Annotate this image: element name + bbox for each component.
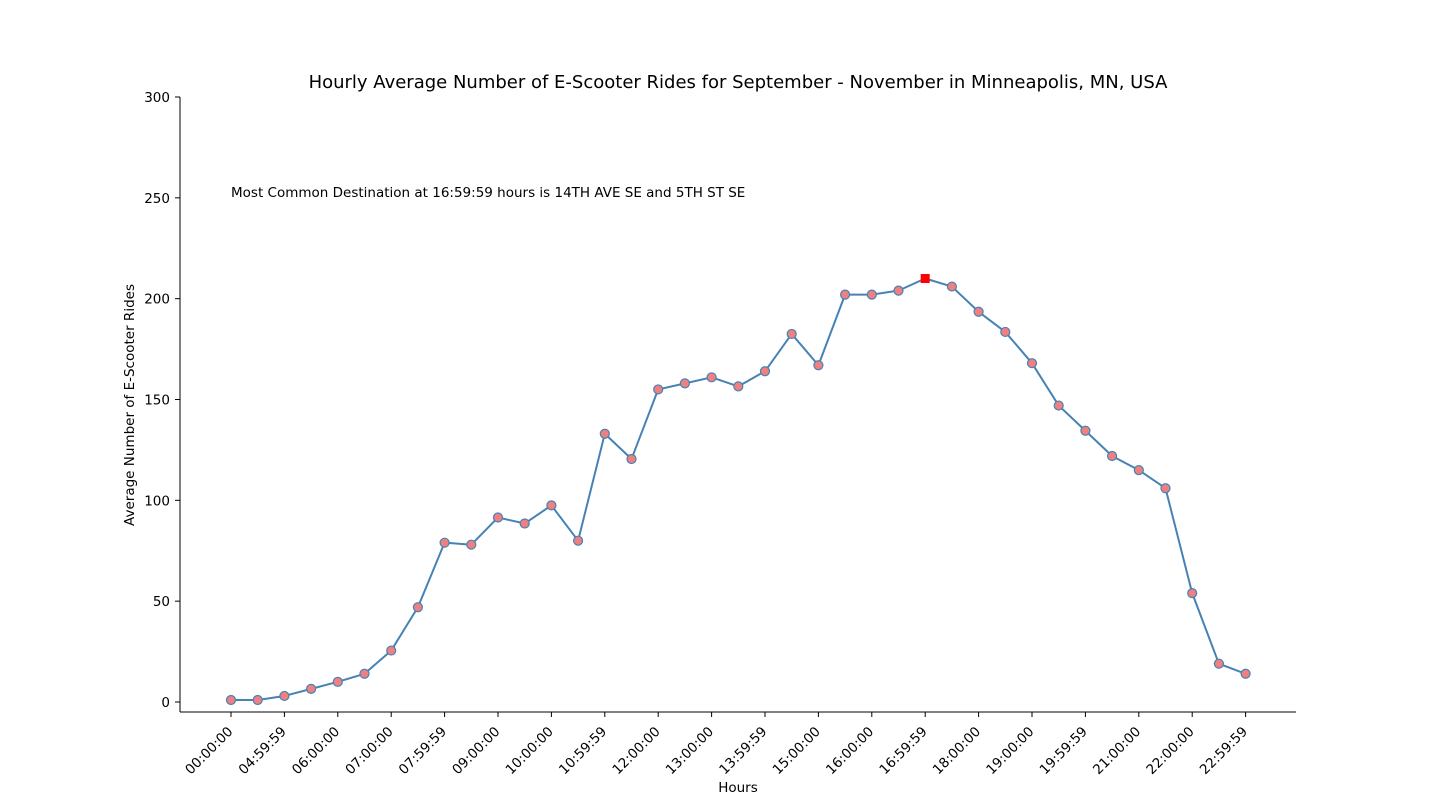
data-point: [466, 539, 477, 550]
x-tick-label: 07:59:59: [396, 724, 450, 778]
x-tick-label: 15:00:00: [770, 724, 824, 778]
data-point: [653, 384, 664, 395]
data-point: [813, 360, 824, 371]
y-axis-label: Average Number of E-Scooter Rides: [122, 284, 138, 526]
data-point: [759, 366, 771, 377]
y-tick-label: 100: [144, 493, 170, 509]
data-point: [279, 690, 290, 702]
x-axis-label: Hours: [718, 780, 758, 796]
x-tick-label: 13:59:59: [716, 724, 770, 778]
data-point: [1133, 464, 1144, 476]
data-point: [332, 676, 343, 687]
x-tick-label: 10:59:59: [556, 724, 610, 778]
data-point: [1053, 400, 1064, 411]
x-tick-label: 18:00:00: [930, 724, 984, 778]
data-point: [1160, 483, 1171, 494]
data-point: [973, 306, 984, 317]
y-tick-label: 150: [144, 393, 170, 409]
data-point: [626, 453, 637, 465]
data-point: [492, 512, 504, 523]
x-tick-label: 16:00:00: [823, 724, 877, 778]
y-tick-label: 50: [153, 594, 170, 610]
data-point: [599, 428, 610, 439]
x-tick-label: 22:59:59: [1197, 724, 1251, 778]
x-tick-label: 13:00:00: [663, 724, 717, 778]
data-point: [839, 289, 851, 300]
data-point: [679, 378, 691, 389]
x-tick-label: 16:59:59: [876, 724, 930, 778]
data-point: [252, 694, 263, 706]
x-tick-label: 10:00:00: [503, 724, 557, 778]
x-tick-label: 07:00:00: [342, 724, 396, 778]
data-point: [1240, 668, 1251, 679]
data-point: [439, 537, 450, 548]
peak-marker: [920, 274, 930, 283]
data-point: [1213, 658, 1225, 669]
data-point: [786, 328, 797, 340]
data-point: [572, 535, 584, 546]
y-tick-label: 0: [161, 695, 170, 711]
y-tick-label: 300: [144, 90, 170, 106]
chart-annotation: Most Common Destination at 16:59:59 hour…: [231, 185, 745, 201]
data-point: [359, 668, 370, 679]
x-tick-label: 21:00:00: [1090, 724, 1144, 778]
data-point: [1000, 326, 1011, 338]
x-tick-label: 09:00:00: [449, 724, 503, 778]
y-tick-label: 250: [144, 191, 170, 207]
data-point: [706, 372, 717, 383]
series-line: [231, 277, 1246, 701]
data-point: [893, 285, 904, 296]
x-tick-label: 06:00:00: [289, 724, 343, 778]
data-point: [546, 500, 557, 511]
y-tick-label: 200: [144, 292, 170, 308]
data-point: [866, 289, 877, 300]
x-tick-label: 22:00:00: [1143, 724, 1197, 778]
x-tick-label: 19:00:00: [983, 724, 1037, 778]
series: [225, 274, 1251, 706]
x-tick-label: 12:00:00: [609, 724, 663, 778]
x-tick-label: 00:00:00: [182, 724, 236, 778]
data-point: [1026, 358, 1038, 369]
chart-title: Hourly Average Number of E-Scooter Rides…: [309, 72, 1169, 93]
data-point: [412, 602, 423, 613]
x-tick-label: 19:59:59: [1037, 724, 1091, 778]
data-point: [519, 518, 530, 529]
x-tick-label: 04:59:59: [236, 724, 290, 778]
data-point: [733, 381, 744, 392]
data-point: [1187, 587, 1198, 599]
data-point: [386, 645, 397, 656]
data-point: [225, 694, 237, 706]
data-point: [1106, 450, 1118, 462]
data-point: [946, 281, 958, 292]
data-point: [1080, 425, 1091, 436]
data-point: [306, 683, 317, 694]
